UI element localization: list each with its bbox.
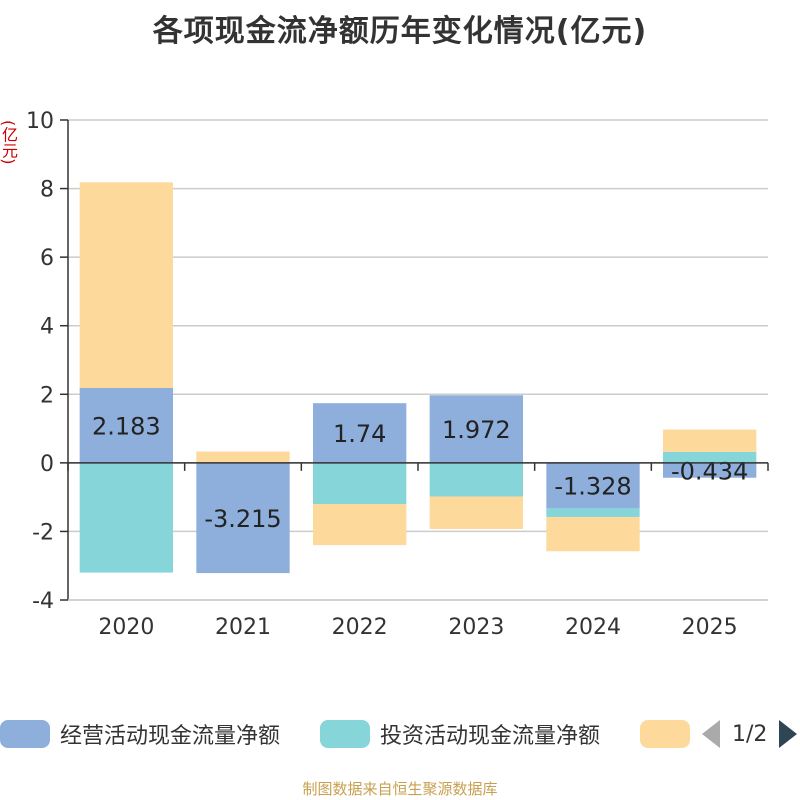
pager-prev-icon[interactable] (702, 720, 720, 748)
bar-2021-series-0 (196, 462, 290, 574)
bar-2020-series-2 (79, 182, 173, 389)
pager-next-icon[interactable] (779, 720, 798, 748)
x-tick-label-2023: 2023 (448, 615, 504, 640)
y-tick-label-6: -2 (32, 520, 54, 545)
legend-pager: 1/2 (702, 714, 798, 754)
y-tick-label-5: 0 (40, 452, 54, 477)
bar-2024-series-0 (546, 462, 640, 509)
legend-item-investing[interactable]: 投资活动现金流量净额 (320, 714, 600, 754)
pager-page-indicator: 1/2 (732, 721, 768, 747)
legend-label-operating: 经营活动现金流量净额 (60, 724, 281, 749)
legend-item-operating[interactable]: 经营活动现金流量净额 (0, 714, 280, 754)
legend-swatch-investing (320, 720, 370, 748)
x-tick-label-2021: 2021 (215, 615, 271, 640)
chart-title: 各项现金流净额历年变化情况(亿元) (152, 14, 648, 49)
y-tick-label-3: 4 (40, 315, 54, 340)
bar-2024-series-2 (546, 516, 640, 552)
bar-2021-series-2 (196, 451, 290, 463)
y-tick-label-0: 10 (26, 109, 54, 134)
legend-swatch-financing (640, 720, 690, 748)
data-label-2023: 1.972 (442, 416, 511, 444)
legend-item-financing[interactable] (640, 714, 700, 754)
bar-2025-series-1 (663, 451, 757, 463)
y-tick-label-4: 2 (40, 383, 54, 408)
x-tick-label-2025: 2025 (682, 615, 738, 640)
data-source-note: 制图数据来自恒生聚源数据库 (302, 780, 498, 798)
bar-2022-series-0 (313, 403, 407, 463)
bar-2022-series-2 (313, 504, 407, 546)
bar-2025-series-0 (663, 462, 757, 478)
legend: 经营活动现金流量净额 投资活动现金流量净额 1/2 (0, 714, 800, 754)
data-label-2024: -1.328 (554, 473, 631, 501)
y-tick-label-2: 6 (40, 246, 54, 271)
x-tick-label-2022: 2022 (332, 615, 388, 640)
x-tick-label-2024: 2024 (565, 615, 621, 640)
bar-2023-series-0 (429, 395, 523, 463)
bar-2020-series-1 (79, 462, 173, 573)
bar-2025-series-2 (663, 429, 757, 452)
y-axis-unit-label: (亿元) (0, 120, 18, 165)
data-label-2020: 2.183 (92, 412, 161, 440)
data-label-2022: 1.74 (333, 420, 386, 448)
bar-2020-series-0 (79, 388, 173, 463)
bar-2022-series-1 (313, 462, 407, 504)
legend-swatch-operating (0, 720, 50, 748)
data-label-2025: -0.434 (671, 457, 748, 485)
bar-2023-series-2 (429, 496, 523, 530)
legend-label-investing: 投资活动现金流量净额 (380, 724, 601, 749)
data-label-2021: -3.215 (204, 505, 281, 533)
y-tick-label-1: 8 (40, 178, 54, 203)
bar-2023-series-1 (429, 462, 523, 497)
bar-2024-series-1 (546, 508, 640, 517)
chart-plot: 10 8 6 4 2 0 -2 -4 2.183 -3.215 1.74 1.972 -1.328 -0.… (26, 109, 769, 640)
x-tick-label-2020: 2020 (98, 615, 154, 640)
y-tick-label-7: -4 (32, 589, 54, 614)
